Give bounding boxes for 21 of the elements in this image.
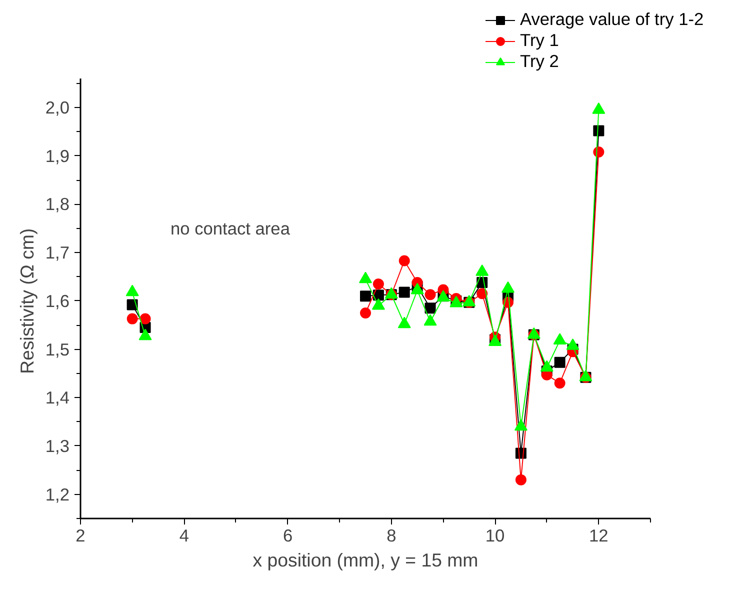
- y-tick-label: 1,4: [45, 388, 70, 408]
- x-tick-label: 2: [76, 526, 86, 546]
- y-tick-label: 2,0: [45, 98, 70, 118]
- x-tick-label: 6: [282, 526, 293, 546]
- y-axis-title: Resistivity (Ω cm): [16, 228, 38, 374]
- x-axis-title: x position (mm), y = 15 mm: [252, 550, 478, 570]
- y-tick-label: 1,3: [45, 436, 70, 456]
- x-tick-label: 4: [179, 526, 190, 546]
- y-tick-label: 1,6: [45, 290, 70, 311]
- y-tick-label: 1,7: [45, 242, 70, 263]
- y-tick-label: 1,5: [45, 339, 70, 360]
- annotation: no contact area: [170, 218, 290, 238]
- x-tick-label: 12: [589, 526, 608, 546]
- x-tick-label: 8: [386, 526, 396, 546]
- x-tick-label: 10: [485, 526, 505, 546]
- y-tick-label: 1,9: [45, 146, 70, 166]
- y-tick-label: 1,2: [45, 484, 70, 504]
- legend-label: Average value of try 1-2: [520, 9, 704, 30]
- legend-label: Try 1: [520, 30, 559, 51]
- legend-label: Try 2: [520, 51, 559, 72]
- y-tick-label: 1,8: [45, 194, 70, 214]
